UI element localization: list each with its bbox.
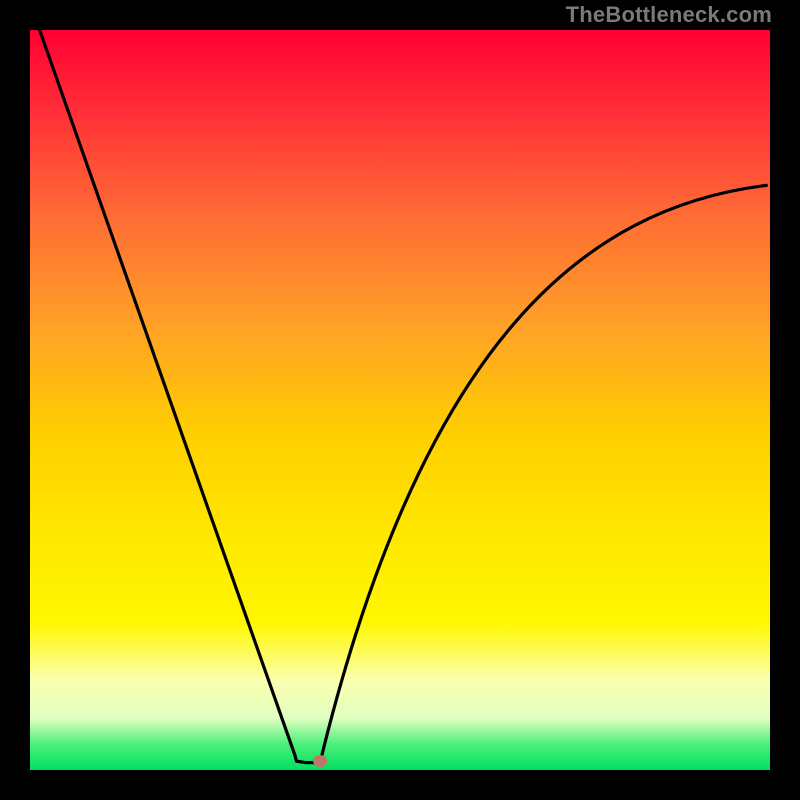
plot-area bbox=[30, 30, 770, 770]
watermark-text: TheBottleneck.com bbox=[566, 2, 772, 28]
chart-frame: TheBottleneck.com bbox=[0, 0, 800, 800]
optimum-marker bbox=[313, 755, 327, 767]
bottleneck-curve bbox=[30, 30, 770, 770]
